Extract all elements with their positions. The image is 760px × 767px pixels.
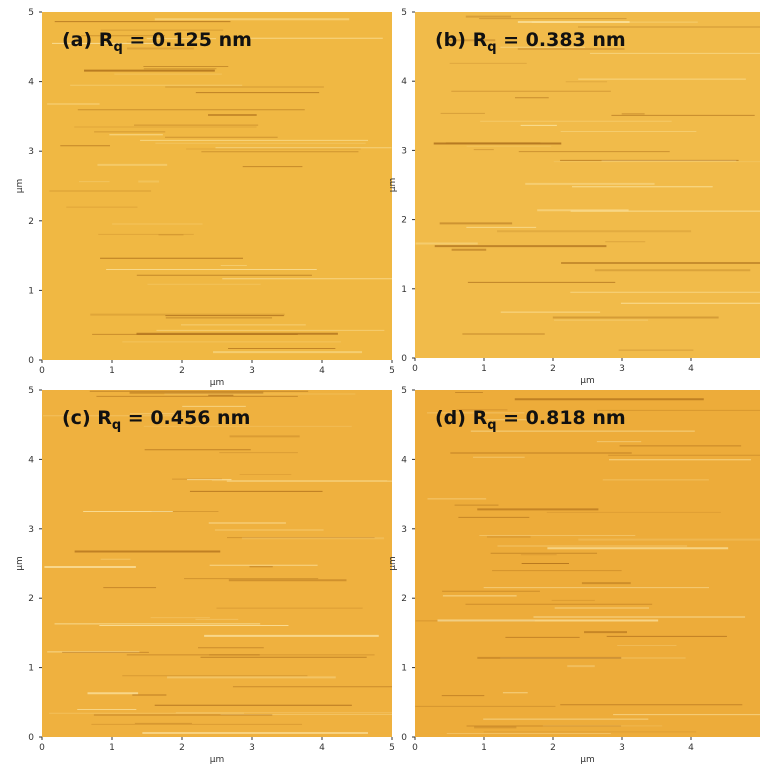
title-text: = 0.456 nm — [121, 407, 250, 429]
title-text: (a) R — [62, 29, 114, 51]
y-tick-label: 2 — [401, 216, 407, 226]
y-tick-label: 2 — [401, 594, 407, 604]
title-text: (d) R — [435, 407, 488, 429]
afm-image — [415, 390, 760, 737]
x-tick-label: 0 — [39, 366, 45, 376]
y-axis-label: μm — [388, 178, 398, 193]
title-text: (c) R — [62, 407, 112, 429]
y-tick-label: 0 — [401, 733, 407, 743]
x-axis-label: μm — [210, 755, 225, 765]
panel-title: (b) Rq = 0.383 nm — [435, 29, 626, 55]
x-tick-label: 0 — [39, 743, 45, 753]
afm-image — [415, 12, 760, 358]
y-tick-label: 4 — [28, 78, 34, 88]
y-tick-label: 1 — [401, 285, 407, 295]
title-text: (b) R — [435, 29, 488, 51]
x-tick-label: 5 — [389, 366, 395, 376]
title-subscript: q — [487, 40, 496, 55]
x-tick-label: 5 — [389, 743, 395, 753]
y-axis-label: μm — [388, 556, 398, 571]
y-axis-label: μm — [15, 179, 25, 194]
x-tick-label: 3 — [619, 364, 625, 374]
afm-image — [42, 390, 392, 737]
y-tick-label: 2 — [28, 217, 34, 227]
y-tick-label: 3 — [28, 147, 34, 157]
x-tick-label: 1 — [109, 366, 115, 376]
panel-title: (c) Rq = 0.456 nm — [62, 407, 250, 433]
y-tick-label: 3 — [401, 146, 407, 156]
title-text: = 0.383 nm — [497, 29, 626, 51]
x-tick-label: 4 — [319, 743, 325, 753]
y-tick-label: 5 — [28, 386, 34, 396]
x-axis-label: μm — [580, 376, 595, 386]
y-tick-label: 3 — [28, 525, 34, 535]
x-tick-label: 1 — [481, 743, 487, 753]
x-tick-label: 4 — [688, 364, 694, 374]
y-tick-label: 2 — [28, 594, 34, 604]
x-tick-label: 1 — [481, 364, 487, 374]
y-tick-label: 5 — [28, 8, 34, 18]
x-tick-label: 4 — [688, 743, 694, 753]
x-tick-label: 3 — [249, 366, 255, 376]
panel-title: (d) Rq = 0.818 nm — [435, 407, 626, 433]
x-tick-label: 2 — [550, 743, 556, 753]
x-tick-label: 0 — [412, 743, 418, 753]
y-tick-label: 1 — [28, 286, 34, 296]
afm-image — [42, 12, 392, 360]
y-tick-label: 4 — [28, 455, 34, 465]
y-tick-label: 0 — [28, 733, 34, 743]
x-tick-label: 0 — [412, 364, 418, 374]
y-tick-label: 0 — [28, 356, 34, 366]
x-tick-label: 1 — [109, 743, 115, 753]
title-text: = 0.125 nm — [123, 29, 252, 51]
y-axis-label: μm — [15, 556, 25, 571]
y-tick-label: 1 — [401, 664, 407, 674]
y-tick-label: 0 — [401, 354, 407, 364]
x-tick-label: 4 — [319, 366, 325, 376]
x-tick-label: 2 — [550, 364, 556, 374]
y-tick-label: 4 — [401, 455, 407, 465]
y-tick-label: 4 — [401, 77, 407, 87]
title-subscript: q — [487, 418, 496, 433]
x-axis-label: μm — [580, 755, 595, 765]
y-tick-label: 5 — [401, 8, 407, 18]
title-subscript: q — [112, 418, 121, 433]
panel-title: (a) Rq = 0.125 nm — [62, 29, 252, 55]
title-text: = 0.818 nm — [497, 407, 626, 429]
x-tick-label: 3 — [619, 743, 625, 753]
y-tick-label: 5 — [401, 386, 407, 396]
y-tick-label: 3 — [401, 525, 407, 535]
title-subscript: q — [113, 40, 122, 55]
x-tick-label: 2 — [179, 743, 185, 753]
y-tick-label: 1 — [28, 664, 34, 674]
x-tick-label: 3 — [249, 743, 255, 753]
x-axis-label: μm — [210, 378, 225, 388]
x-tick-label: 2 — [179, 366, 185, 376]
